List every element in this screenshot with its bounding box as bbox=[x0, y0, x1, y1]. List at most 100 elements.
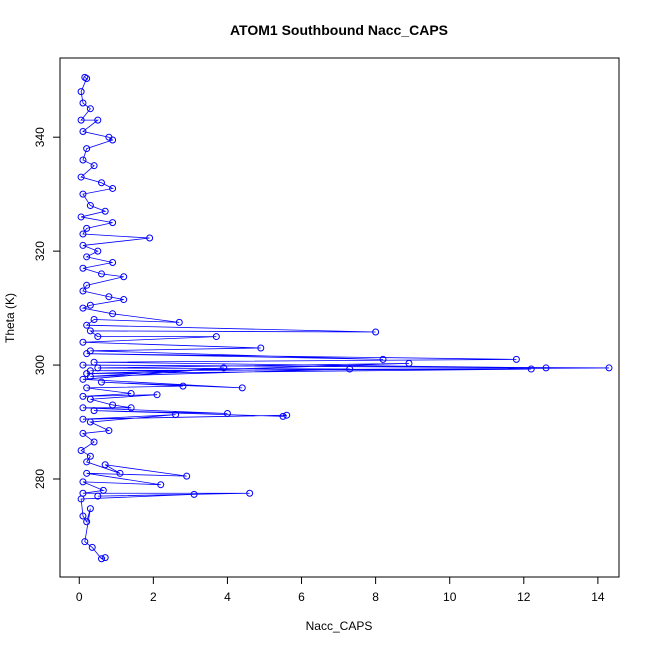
data-point bbox=[99, 486, 107, 494]
data-point bbox=[77, 88, 85, 96]
data-point bbox=[83, 350, 91, 358]
data-point bbox=[257, 344, 265, 352]
data-point bbox=[79, 392, 87, 400]
data-point bbox=[90, 358, 98, 366]
data-point bbox=[109, 184, 117, 192]
data-point bbox=[83, 384, 91, 392]
data-point bbox=[88, 543, 96, 551]
data-point bbox=[127, 404, 135, 412]
data-point bbox=[86, 505, 94, 513]
data-point bbox=[86, 327, 94, 335]
data-point bbox=[379, 355, 387, 363]
data-point bbox=[86, 301, 94, 309]
data-point bbox=[190, 490, 198, 498]
data-point bbox=[94, 364, 102, 372]
data-point bbox=[405, 359, 413, 367]
data-point bbox=[179, 382, 187, 390]
data-point bbox=[79, 404, 87, 412]
data-point bbox=[90, 438, 98, 446]
data-point bbox=[101, 461, 109, 469]
data-point bbox=[77, 173, 85, 181]
data-point bbox=[183, 472, 191, 480]
data-point bbox=[83, 281, 91, 289]
data-point bbox=[79, 361, 87, 369]
y-tick-label: 340 bbox=[33, 127, 47, 147]
data-point bbox=[172, 411, 180, 419]
data-point bbox=[79, 287, 87, 295]
data-point bbox=[77, 213, 85, 221]
data-point bbox=[79, 429, 87, 437]
x-tick-label: 4 bbox=[224, 590, 231, 604]
data-point bbox=[157, 481, 165, 489]
x-tick-label: 6 bbox=[298, 590, 305, 604]
data-point bbox=[346, 365, 354, 373]
chart-title: ATOM1 Southbound Nacc_CAPS bbox=[230, 22, 448, 38]
data-point bbox=[97, 270, 105, 278]
data-point bbox=[86, 395, 94, 403]
data-point bbox=[81, 538, 89, 546]
data-point bbox=[175, 318, 183, 326]
data-point bbox=[512, 355, 520, 363]
data-point bbox=[86, 418, 94, 426]
data-point bbox=[83, 469, 91, 477]
data-point bbox=[94, 116, 102, 124]
x-axis-label: Nacc_CAPS bbox=[306, 619, 373, 633]
data-point bbox=[283, 411, 291, 419]
data-point bbox=[79, 156, 87, 164]
data-point bbox=[90, 162, 98, 170]
data-point bbox=[212, 333, 220, 341]
data-point bbox=[79, 375, 87, 383]
data-point bbox=[146, 234, 154, 242]
data-point bbox=[120, 296, 128, 304]
y-tick-label: 320 bbox=[33, 241, 47, 261]
x-tick-label: 0 bbox=[76, 590, 83, 604]
data-point bbox=[90, 407, 98, 415]
x-tick-label: 14 bbox=[591, 590, 605, 604]
data-point bbox=[79, 415, 87, 423]
data-point bbox=[86, 452, 94, 460]
data-point bbox=[79, 304, 87, 312]
data-point bbox=[79, 241, 87, 249]
data-point bbox=[127, 390, 135, 398]
data-point bbox=[153, 391, 161, 399]
data-point bbox=[97, 179, 105, 187]
data-point bbox=[77, 447, 85, 455]
data-point bbox=[527, 365, 535, 373]
data-point bbox=[109, 136, 117, 144]
data-point bbox=[101, 554, 109, 562]
data-point bbox=[86, 372, 94, 380]
data-point bbox=[77, 116, 85, 124]
data-point bbox=[94, 333, 102, 341]
y-tick-label: 280 bbox=[33, 469, 47, 489]
data-point bbox=[77, 495, 85, 503]
data-line bbox=[80, 77, 610, 560]
data-point bbox=[109, 259, 117, 267]
data-point bbox=[90, 315, 98, 323]
x-tick-label: 10 bbox=[443, 590, 457, 604]
data-point bbox=[109, 310, 117, 318]
y-tick-label: 300 bbox=[33, 355, 47, 375]
data-point bbox=[83, 75, 91, 83]
data-point bbox=[542, 364, 550, 372]
data-point bbox=[86, 202, 94, 210]
data-point bbox=[279, 412, 287, 420]
data-point bbox=[105, 427, 113, 435]
data-point bbox=[79, 264, 87, 272]
data-point bbox=[79, 127, 87, 135]
data-point bbox=[83, 253, 91, 261]
data-point bbox=[79, 478, 87, 486]
data-point bbox=[372, 328, 380, 336]
data-point bbox=[79, 230, 87, 238]
data-point bbox=[79, 190, 87, 198]
data-point bbox=[238, 384, 246, 392]
data-point bbox=[116, 469, 124, 477]
data-point bbox=[94, 492, 102, 500]
data-point bbox=[83, 145, 91, 153]
plot-box bbox=[59, 57, 620, 578]
data-point bbox=[79, 338, 87, 346]
data-point bbox=[97, 378, 105, 386]
data-point bbox=[79, 99, 87, 107]
data-point bbox=[86, 105, 94, 113]
data-point bbox=[109, 219, 117, 227]
x-tick-label: 12 bbox=[517, 590, 531, 604]
